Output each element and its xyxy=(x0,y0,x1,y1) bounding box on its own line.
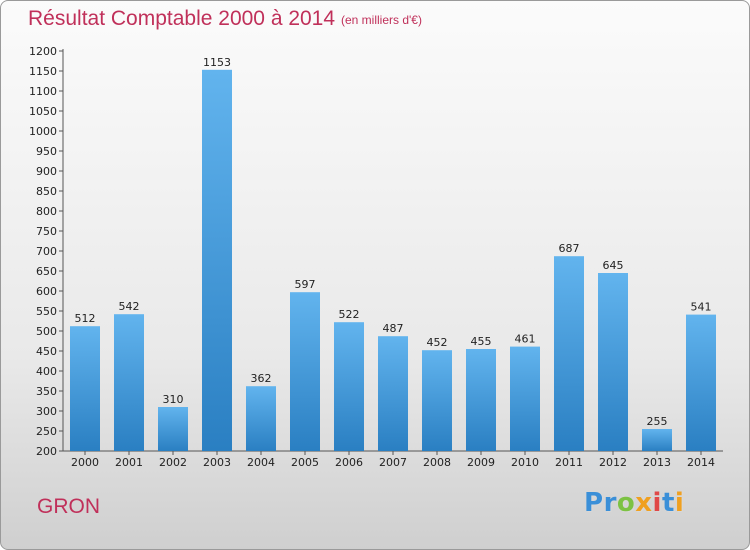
y-tick-label: 1200 xyxy=(29,45,57,58)
bar-value-label: 310 xyxy=(163,393,184,406)
x-tick-label: 2002 xyxy=(159,456,187,469)
bar-value-label: 461 xyxy=(515,333,536,346)
x-tick-label: 2009 xyxy=(467,456,495,469)
logo-letter: t xyxy=(661,488,675,518)
logo-letter: x xyxy=(635,488,653,518)
bar-value-label: 452 xyxy=(427,336,448,349)
x-tick-label: 2007 xyxy=(379,456,407,469)
bar-value-label: 597 xyxy=(295,278,316,291)
bar-value-label: 255 xyxy=(647,415,668,428)
bar xyxy=(510,346,540,451)
x-tick-label: 2006 xyxy=(335,456,363,469)
bar-value-label: 362 xyxy=(251,372,272,385)
x-tick-label: 2003 xyxy=(203,456,231,469)
x-tick-label: 2014 xyxy=(687,456,715,469)
bar-value-label: 487 xyxy=(383,322,404,335)
y-tick-label: 650 xyxy=(36,265,57,278)
bar xyxy=(290,292,320,451)
bar-value-label: 1153 xyxy=(203,56,231,69)
bar xyxy=(246,386,276,451)
x-tick-label: 2005 xyxy=(291,456,319,469)
y-tick-label: 900 xyxy=(36,165,57,178)
bar-value-label: 687 xyxy=(559,242,580,255)
x-tick-label: 2001 xyxy=(115,456,143,469)
x-tick-label: 2004 xyxy=(247,456,275,469)
y-tick-label: 1150 xyxy=(29,65,57,78)
y-tick-label: 450 xyxy=(36,345,57,358)
bar-value-label: 522 xyxy=(339,308,360,321)
y-tick-label: 350 xyxy=(36,385,57,398)
proxiti-logo: Proxiti xyxy=(584,488,684,518)
bar xyxy=(466,349,496,451)
bar-value-label: 512 xyxy=(75,312,96,325)
bar xyxy=(598,273,628,451)
y-tick-label: 1000 xyxy=(29,125,57,138)
bar xyxy=(378,336,408,451)
logo-letter: o xyxy=(616,488,636,518)
x-tick-label: 2010 xyxy=(511,456,539,469)
bar xyxy=(554,256,584,451)
bar-value-label: 541 xyxy=(691,301,712,314)
y-tick-label: 950 xyxy=(36,145,57,158)
y-tick-label: 1050 xyxy=(29,105,57,118)
x-tick-label: 2000 xyxy=(71,456,99,469)
x-tick-label: 2008 xyxy=(423,456,451,469)
bar xyxy=(642,429,672,451)
y-tick-label: 500 xyxy=(36,325,57,338)
y-tick-label: 400 xyxy=(36,365,57,378)
bar-value-label: 645 xyxy=(603,259,624,272)
x-tick-label: 2012 xyxy=(599,456,627,469)
y-tick-label: 600 xyxy=(36,285,57,298)
y-tick-label: 850 xyxy=(36,185,57,198)
logo-letter: r xyxy=(603,488,617,518)
y-tick-label: 750 xyxy=(36,225,57,238)
y-tick-label: 200 xyxy=(36,445,57,458)
bar-value-label: 542 xyxy=(119,300,140,313)
bar xyxy=(202,69,232,452)
logo-letter: i xyxy=(674,488,685,518)
y-tick-label: 300 xyxy=(36,405,57,418)
x-tick-label: 2011 xyxy=(555,456,583,469)
bar xyxy=(70,326,100,451)
commune-name: GRON xyxy=(37,495,100,518)
y-tick-label: 1100 xyxy=(29,85,57,98)
chart-title: Résultat Comptable 2000 à 2014 xyxy=(28,7,336,30)
bar-value-label: 455 xyxy=(471,335,492,348)
bar xyxy=(334,322,364,451)
bar xyxy=(114,314,144,451)
logo-letter: i xyxy=(652,488,662,518)
y-tick-label: 800 xyxy=(36,205,57,218)
x-tick-label: 2013 xyxy=(643,456,671,469)
bar xyxy=(686,314,716,451)
bar xyxy=(422,350,452,451)
y-tick-label: 250 xyxy=(36,425,57,438)
logo-letter: P xyxy=(584,488,604,518)
y-tick-label: 700 xyxy=(36,245,57,258)
chart-unit: (en milliers d'€) xyxy=(341,13,422,27)
bar xyxy=(158,407,188,451)
y-tick-label: 550 xyxy=(36,305,57,318)
